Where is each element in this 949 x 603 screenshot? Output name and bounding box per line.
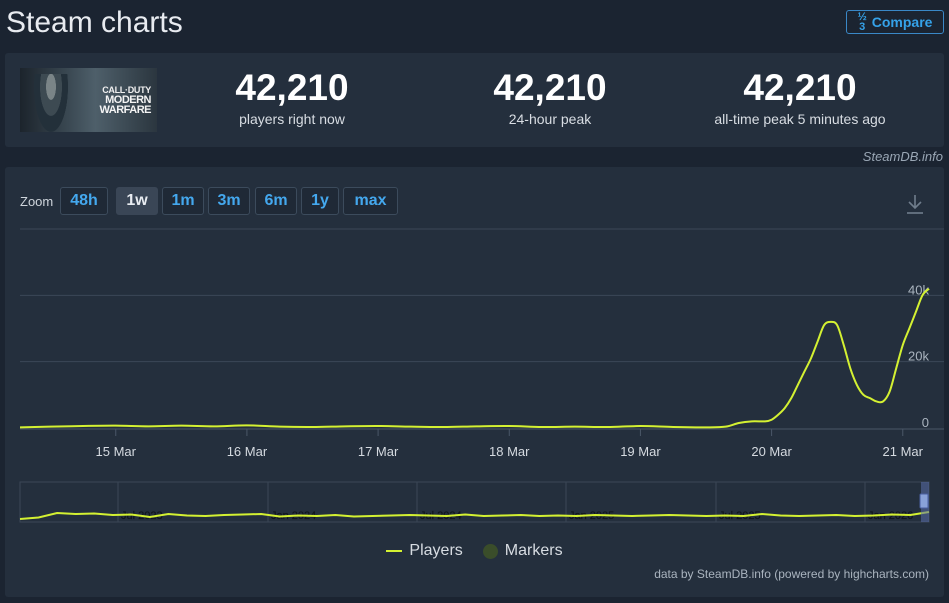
x-tick-label: 21 Mar: [883, 444, 924, 459]
stats-card: CALL·DUTY MODERN WARFARE 42,210 players …: [5, 53, 944, 147]
x-tick-label: 20 Mar: [751, 444, 792, 459]
game-logo[interactable]: CALL·DUTY MODERN WARFARE: [20, 68, 157, 132]
zoom-48h-button[interactable]: 48h: [60, 187, 108, 215]
legend-markers-label: Markers: [504, 542, 563, 559]
x-tick-label: 16 Mar: [227, 444, 268, 459]
legend-players[interactable]: Players: [386, 542, 463, 560]
chart-legend: Players Markers: [5, 542, 944, 560]
stat-value: 42,210: [743, 67, 857, 108]
x-tick-label: 19 Mar: [620, 444, 661, 459]
players-series-line: [19, 287, 930, 429]
x-tick-label: 18 Mar: [489, 444, 530, 459]
page-title: Steam charts: [6, 6, 183, 39]
stat-label: 24-hour peak: [508, 111, 592, 127]
x-tick-label: 17 Mar: [358, 444, 399, 459]
logo-line-1: CALL·DUTY: [102, 85, 151, 95]
stat-label: all-time peak 5 minutes ago: [714, 111, 886, 127]
navigator-series-line: [19, 511, 930, 520]
navigator-tick-label: Jan 2026: [868, 510, 913, 522]
stat-players-now: 42,210 players right now: [172, 67, 412, 127]
markers-dot-icon: [482, 543, 498, 559]
zoom-1y-button[interactable]: 1y: [301, 187, 339, 215]
stat-label: players right now: [239, 111, 345, 127]
soldier-image: [34, 74, 68, 132]
download-icon[interactable]: [905, 193, 925, 215]
stat-24h-peak: 42,210 24-hour peak: [430, 67, 670, 127]
zoom-max-button[interactable]: max: [343, 187, 398, 215]
y-tick-label: 20k: [908, 349, 929, 364]
navigator-handle-icon[interactable]: [919, 493, 929, 509]
legend-players-label: Players: [409, 542, 463, 559]
zoom-1w-button[interactable]: 1w: [116, 187, 158, 215]
stat-value: 42,210: [235, 67, 349, 108]
logo-line-2: MODERN: [105, 94, 151, 106]
stat-value: 42,210: [493, 67, 607, 108]
zoom-3m-button[interactable]: 3m: [208, 187, 250, 215]
zoom-1m-button[interactable]: 1m: [162, 187, 204, 215]
legend-markers[interactable]: Markers: [482, 542, 563, 560]
steamdb-credit[interactable]: SteamDB.info: [862, 149, 943, 164]
x-tick-label: 15 Mar: [96, 444, 137, 459]
chart-card: Zoom 48h 1w 1m 3m 6m 1y max 0 20k 40k 15 Ma…: [5, 167, 944, 597]
zoom-6m-button[interactable]: 6m: [255, 187, 297, 215]
stat-all-time-peak: 42,210 all-time peak 5 minutes ago: [680, 67, 920, 127]
players-line-icon: [386, 550, 403, 552]
logo-line-3: WARFARE: [99, 104, 152, 116]
game-logo-text: CALL·DUTY MODERN WARFARE: [99, 85, 152, 116]
compare-label: Compare: [871, 14, 933, 30]
y-tick-label: 0: [922, 415, 929, 430]
footer-credit[interactable]: data by SteamDB.info (powered by highcha…: [654, 567, 929, 581]
zoom-label: Zoom: [20, 194, 54, 209]
